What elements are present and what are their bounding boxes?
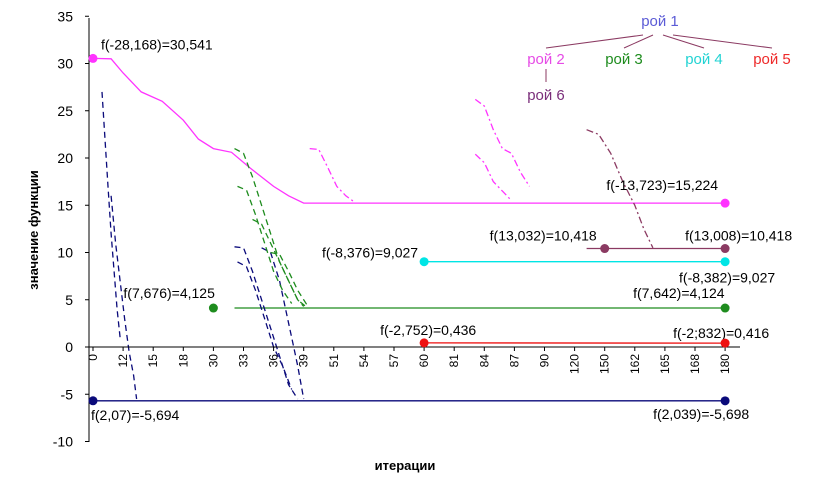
x-tick-label: 0 — [86, 354, 100, 361]
data-marker — [419, 338, 429, 348]
data-annotation: f(-2;832)=0,416 — [673, 325, 769, 341]
x-tick-label: 162 — [628, 354, 642, 374]
legend-child-label: рой 3 — [605, 51, 643, 68]
x-tick-label: 81 — [447, 354, 461, 368]
x-axis-title: итерации — [375, 458, 436, 473]
data-annotation: f(2,039)=-5,698 — [653, 406, 749, 422]
legend-child-label: рой 2 — [527, 51, 565, 68]
x-tick-label: 39 — [297, 354, 311, 368]
data-annotation: f(2,07)=-5,694 — [91, 407, 180, 423]
y-tick-label: 10 — [57, 245, 73, 261]
series-line — [309, 147, 356, 203]
data-annotation: f(-28,168)=30,541 — [101, 36, 213, 52]
y-tick-label: 25 — [57, 103, 73, 119]
data-marker — [720, 198, 730, 208]
x-tick-label: 90 — [538, 354, 552, 368]
legend-connector — [672, 34, 773, 49]
x-tick-label: 36 — [267, 354, 281, 368]
x-tick-label: 51 — [327, 354, 341, 368]
x-tick-label: 30 — [206, 354, 220, 368]
series-line — [586, 129, 654, 249]
y-tick-label: 35 — [57, 8, 73, 24]
data-marker — [720, 303, 730, 313]
series-line — [237, 261, 293, 390]
x-tick-label: 12 — [116, 354, 130, 368]
data-annotation: f(-13,723)=15,224 — [606, 177, 718, 193]
legend-connector — [545, 34, 644, 49]
data-marker — [720, 257, 730, 267]
data-annotation: f(13,008)=10,418 — [685, 228, 792, 244]
y-tick-label: 30 — [57, 56, 73, 72]
legend-child-label: рой 4 — [685, 51, 723, 68]
series-line — [474, 98, 531, 187]
data-annotation: f(-2,752)=0,436 — [380, 322, 476, 338]
data-annotation: f(-8,382)=9,027 — [679, 270, 775, 286]
series-line — [474, 153, 512, 201]
legend-root-label: рой 1 — [641, 13, 679, 30]
x-tick-label: 18 — [176, 354, 190, 368]
x-tick-label: 60 — [417, 354, 431, 368]
x-tick-label: 180 — [718, 354, 732, 374]
series-line — [92, 57, 726, 204]
y-axis-title: значение функции — [26, 170, 41, 289]
x-tick-label: 57 — [387, 354, 401, 368]
data-annotation: f(7,676)=4,125 — [123, 285, 215, 301]
x-tick-label: 15 — [146, 354, 160, 368]
data-marker — [88, 396, 98, 406]
y-tick-label: -5 — [61, 386, 74, 402]
series-line — [234, 148, 308, 308]
series-line — [252, 218, 305, 307]
y-tick-label: 15 — [57, 197, 73, 213]
y-tick-label: 20 — [57, 150, 73, 166]
data-marker — [419, 257, 429, 267]
data-marker — [720, 338, 730, 348]
x-tick-label: 165 — [658, 354, 672, 374]
y-tick-label: 5 — [65, 292, 73, 308]
y-tick-label: 0 — [65, 339, 73, 355]
series-line — [237, 185, 293, 304]
legend: рой 1 рой 2 рой 3 рой 4 рой 5 рой 6 — [527, 13, 791, 104]
series-line — [261, 247, 305, 400]
x-tick-label: 120 — [568, 354, 582, 374]
series-line — [110, 195, 138, 400]
legend-connector — [662, 34, 705, 49]
data-annotation: f(13,032)=10,418 — [490, 228, 597, 244]
x-tick-label: 87 — [507, 354, 521, 368]
x-tick-label: 33 — [237, 354, 251, 368]
data-marker — [600, 244, 610, 254]
legend-connector — [623, 34, 654, 49]
data-marker — [720, 396, 730, 406]
x-tick-label: 168 — [688, 354, 702, 374]
series-line — [270, 251, 308, 305]
data-marker — [720, 244, 730, 254]
data-annotation: f(7,642)=4,124 — [633, 285, 725, 301]
axes: -10 -5 0 5 10 15 20 25 30 35 0 12 15 18 30 33 36 39 51 54 57… — [53, 8, 740, 450]
data-marker — [88, 53, 98, 63]
data-marker — [208, 303, 218, 313]
annotations: f(-28,168)=30,541 f(-13,723)=15,224 f(13,0… — [91, 36, 792, 422]
data-annotation: f(-8,376)=9,027 — [322, 245, 418, 261]
y-tick-label: -10 — [53, 434, 73, 450]
series-line — [101, 91, 121, 338]
x-tick-label: 150 — [598, 354, 612, 374]
plot-series — [92, 57, 726, 402]
x-tick-label: 84 — [477, 354, 491, 368]
x-tick-label: 54 — [357, 354, 371, 368]
markers — [88, 53, 730, 406]
legend-subchild-label: рой 6 — [527, 87, 565, 104]
legend-child-label: рой 5 — [753, 51, 791, 68]
series-line — [234, 246, 299, 400]
